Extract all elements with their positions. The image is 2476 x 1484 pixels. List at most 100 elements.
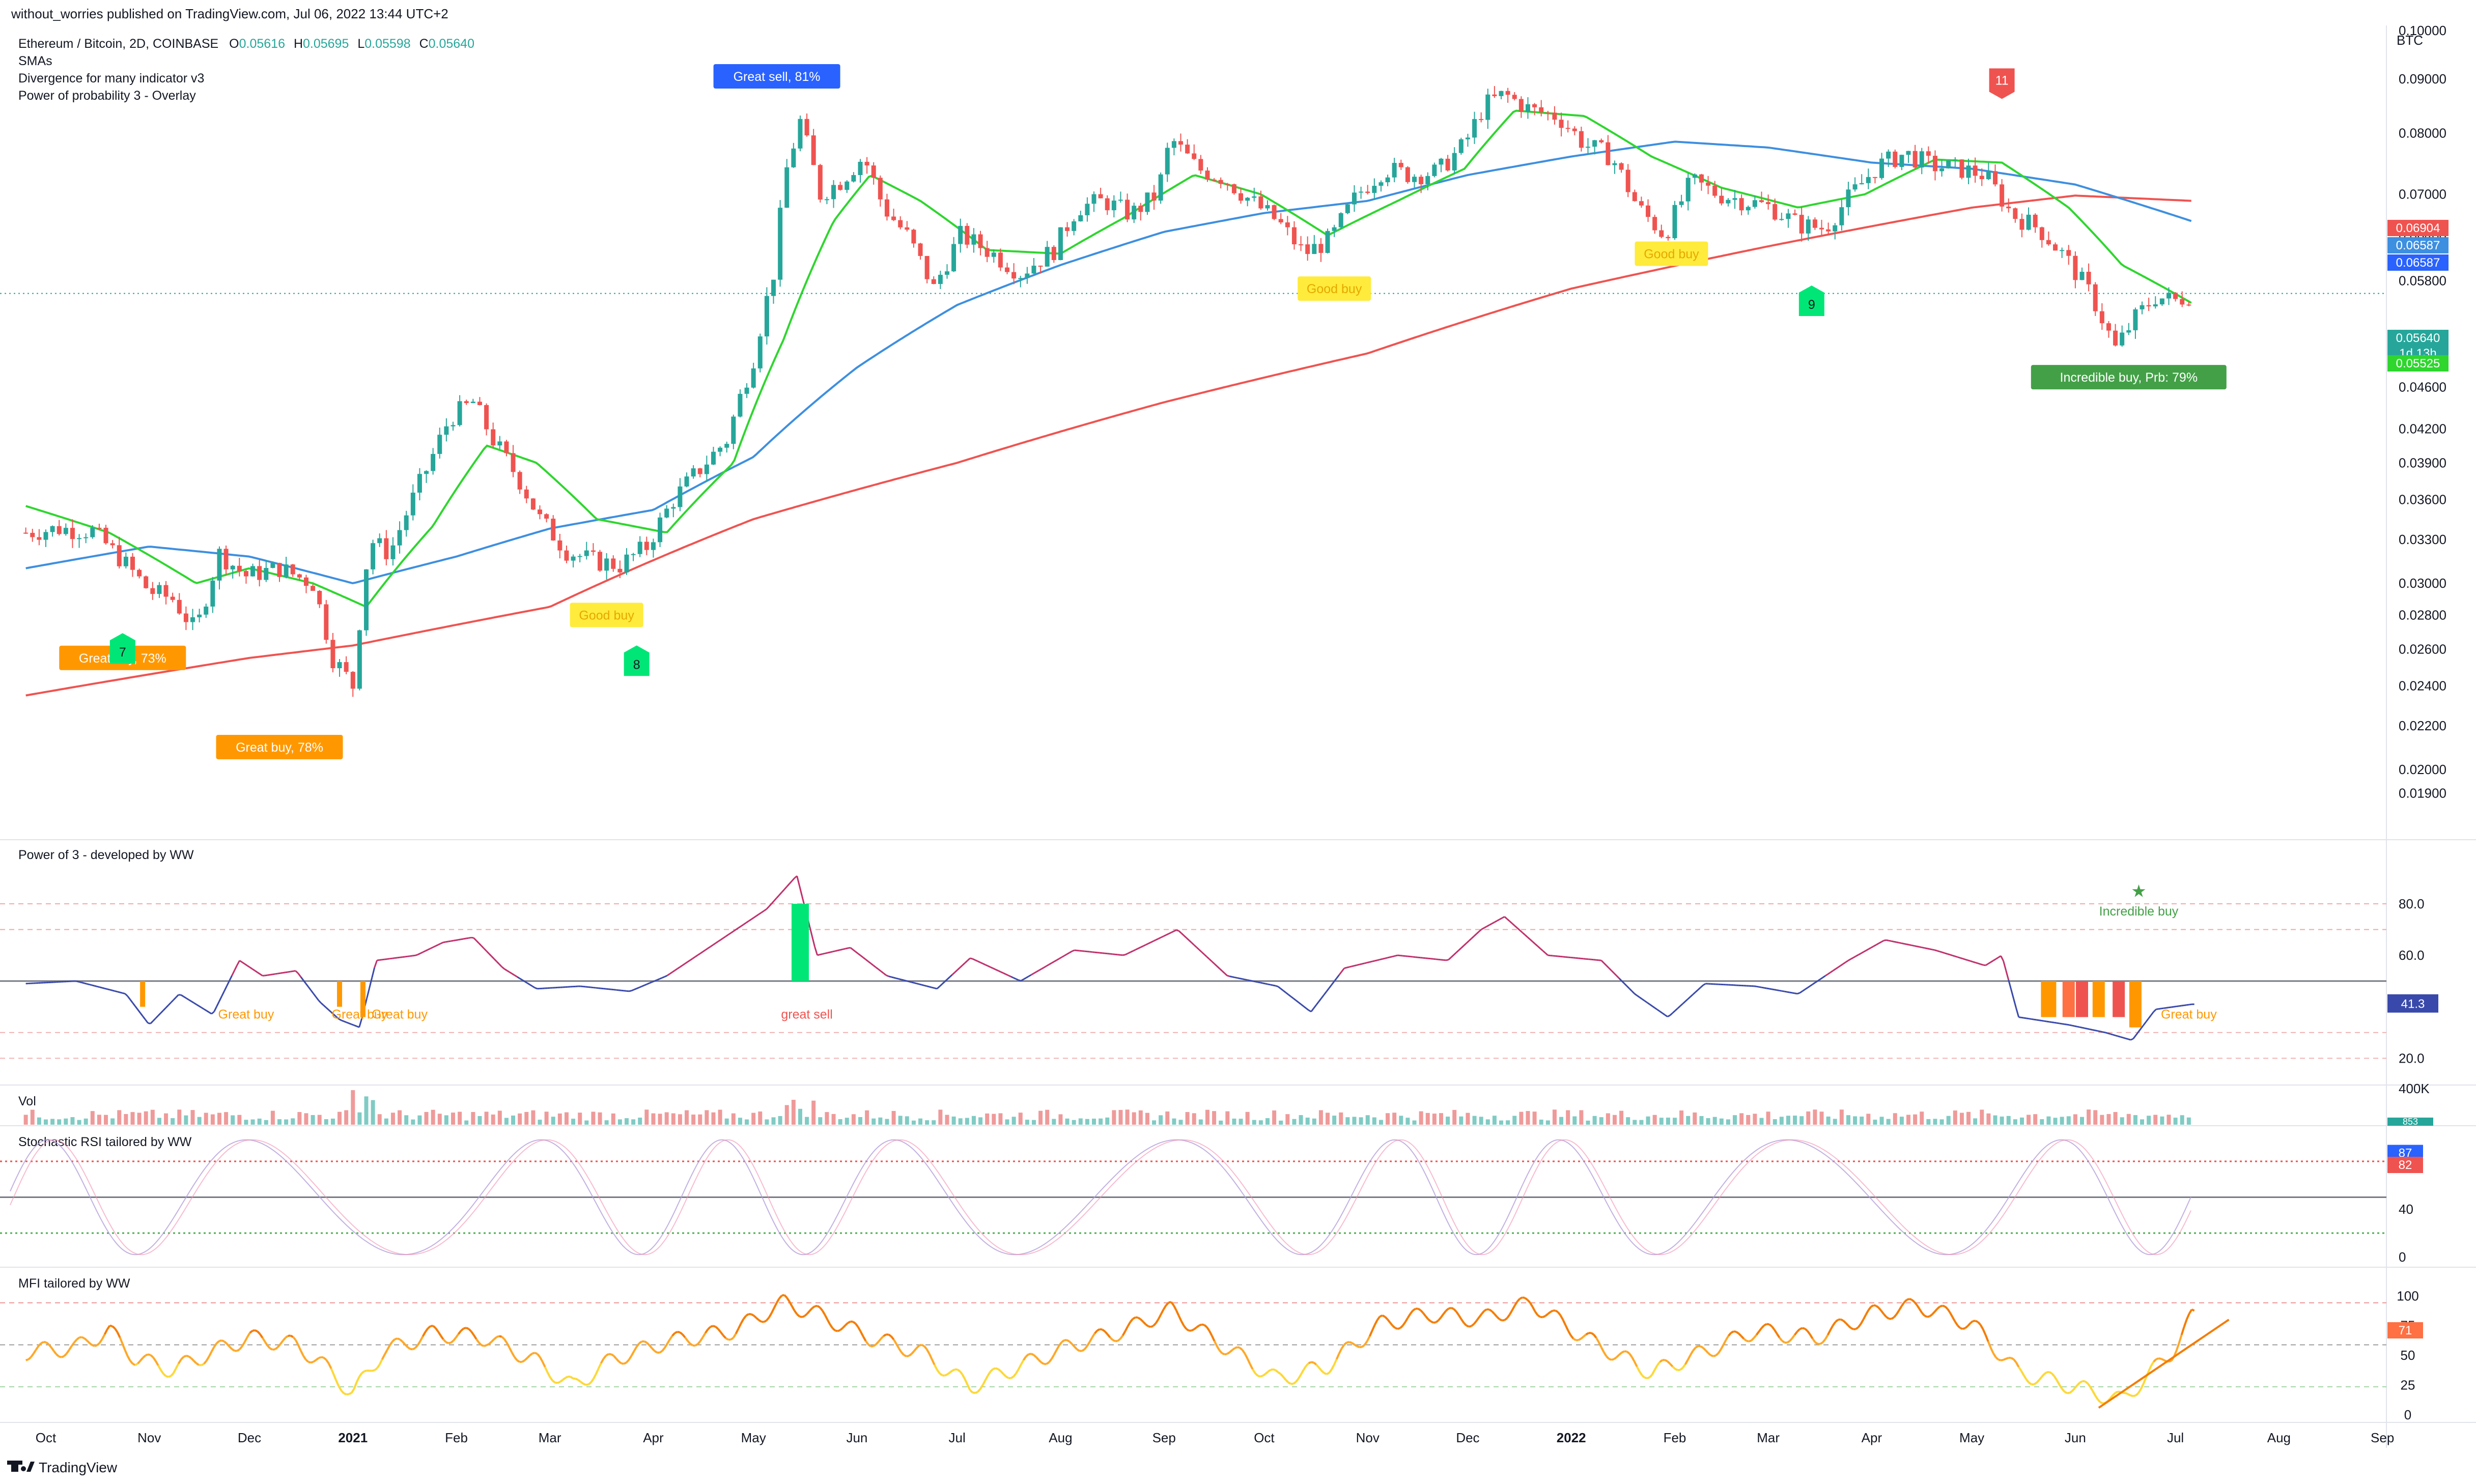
- mfi-line-segment: [1302, 1365, 1307, 1371]
- volume-bar: [1005, 1119, 1009, 1125]
- mfi-line-segment: [1033, 1354, 1037, 1358]
- mfi-line-segment: [2056, 1380, 2061, 1385]
- mfi-tick-label: 50: [2401, 1348, 2415, 1363]
- mfi-line-segment: [697, 1340, 701, 1345]
- mfi-line-segment: [1425, 1316, 1429, 1320]
- mfi-line-segment: [1646, 1376, 1650, 1380]
- candle-body: [337, 662, 342, 668]
- power3-line-segment: [1695, 989, 1699, 993]
- mfi-line-segment: [101, 1334, 106, 1340]
- mfi-line-segment: [821, 1310, 826, 1316]
- candle-body: [364, 569, 369, 631]
- candle-body: [1439, 158, 1444, 165]
- power3-title[interactable]: Power of 3 - developed by WW: [18, 848, 194, 862]
- power3-line-segment: [2003, 960, 2007, 971]
- volume-bar: [1185, 1112, 1190, 1125]
- price-axis[interactable]: 0.100000.090000.080000.070000.064000.058…: [2387, 23, 2449, 801]
- mfi-line-segment: [274, 1346, 278, 1350]
- stochrsi-value-box: [2387, 1157, 2423, 1174]
- volume-bar: [871, 1118, 876, 1125]
- power3-line-segment: [753, 915, 757, 919]
- time-axis[interactable]: Oct Nov Dec 2021 Feb Mar Apr May Jun Jul Aug Sep Oct…: [36, 1430, 2395, 1445]
- mfi-line-segment: [1728, 1332, 1732, 1336]
- candle-body: [2066, 250, 2071, 256]
- power3-line-segment: [229, 975, 233, 981]
- power3-line-segment: [975, 959, 978, 962]
- power3-line-segment: [251, 968, 256, 972]
- mfi-line-segment: [990, 1368, 994, 1373]
- power3-line-segment: [1992, 958, 1996, 961]
- mfi-line-segment: [1616, 1354, 1620, 1358]
- candle-body: [1185, 145, 1190, 154]
- mfi-line-segment: [892, 1339, 897, 1345]
- volume-bar: [1359, 1117, 1363, 1125]
- power3-line-segment: [503, 968, 508, 972]
- power3-line-segment: [325, 1007, 329, 1011]
- mfi-line-segment: [388, 1341, 393, 1346]
- mfi-line-segment: [91, 1344, 95, 1347]
- mfi-line-segment: [1618, 1352, 1622, 1356]
- mfi-line-segment: [972, 1391, 976, 1394]
- power3-line-segment: [302, 979, 306, 984]
- candle-body: [264, 567, 269, 580]
- power3-line-segment: [1320, 994, 1325, 999]
- mfi-line-segment: [1297, 1374, 1302, 1380]
- candle-body: [130, 556, 135, 570]
- moving-averages: [0, 109, 2386, 697]
- power3-line-segment: [993, 967, 996, 971]
- mfi-line-segment: [1430, 1320, 1434, 1324]
- volume-bar: [1038, 1110, 1043, 1125]
- power3-line-segment: [898, 978, 902, 981]
- mfi-line-segment: [1659, 1359, 1663, 1363]
- volume-bar: [1292, 1119, 1297, 1125]
- mfi-line-segment: [839, 1327, 843, 1331]
- power3-line-segment: [300, 976, 304, 981]
- mfi-line-segment: [1771, 1325, 1776, 1330]
- power3-line-segment: [710, 944, 714, 948]
- volume-bar: [277, 1119, 282, 1125]
- mfi-line-segment: [1730, 1330, 1734, 1334]
- mfi-line-segment: [1053, 1349, 1058, 1355]
- indicator-power-overlay[interactable]: Power of probability 3 - Overlay: [18, 89, 196, 103]
- power3-line-segment: [1654, 1007, 1658, 1011]
- power3-line-segment: [1807, 985, 1811, 989]
- candle-body: [651, 542, 656, 550]
- candle-body: [1252, 196, 1257, 198]
- power3-line-segment: [2077, 1025, 2080, 1028]
- volume-title[interactable]: Vol: [18, 1094, 36, 1108]
- candle-body: [631, 554, 636, 555]
- mfi-line-segment: [1005, 1375, 1009, 1379]
- mfi-title[interactable]: MFI tailored by WW: [18, 1276, 130, 1291]
- volume-bar: [1633, 1120, 1637, 1125]
- mfi-line-segment: [1838, 1318, 1841, 1321]
- time-tick-label: May: [741, 1430, 766, 1445]
- candle-body: [250, 566, 256, 577]
- mfi-line-segment: [1633, 1361, 1638, 1367]
- mfi-line-segment: [1875, 1305, 1879, 1309]
- mfi-line-segment: [1104, 1330, 1109, 1335]
- mfi-line-segment: [1773, 1329, 1778, 1334]
- mfi-line-segment: [1758, 1327, 1763, 1332]
- indicator-divergence[interactable]: Divergence for many indicator v3: [18, 71, 204, 85]
- power3-line-segment: [423, 950, 426, 953]
- volume-bar: [664, 1112, 669, 1125]
- power3-signal-column: [2041, 981, 2057, 1017]
- power3-line-segment: [2092, 1029, 2095, 1032]
- volume-bar: [1312, 1118, 1316, 1125]
- volume-bar: [224, 1112, 229, 1125]
- stochrsi-title[interactable]: Stochastic RSI tailored by WW: [18, 1135, 192, 1149]
- power3-line-segment: [964, 960, 968, 964]
- power3-line-segment: [1987, 961, 1991, 965]
- power3-signal-column: [2129, 981, 2142, 1028]
- time-tick-label: Sep: [1152, 1430, 1176, 1445]
- mfi-line-segment: [1550, 1309, 1554, 1313]
- mfi-line-segment: [1320, 1369, 1325, 1374]
- mfi-line-segment: [1417, 1307, 1421, 1311]
- power3-line-segment: [692, 956, 696, 959]
- candle-body: [1058, 227, 1063, 261]
- power3-line-segment: [1830, 970, 1834, 974]
- indicator-smas[interactable]: SMAs: [18, 54, 52, 68]
- candle-body: [384, 538, 389, 559]
- candle-body: [1759, 200, 1764, 203]
